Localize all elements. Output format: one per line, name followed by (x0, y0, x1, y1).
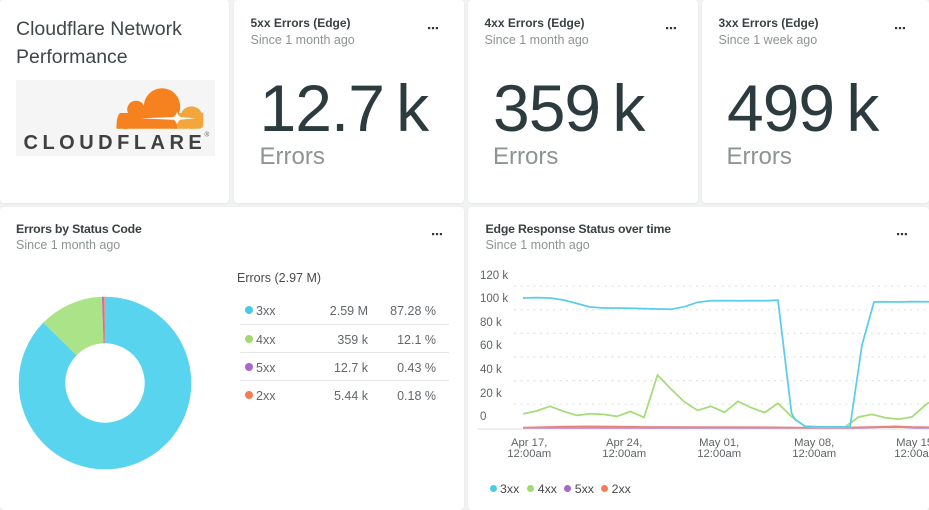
svg-text:CLOUDFLARE: CLOUDFLARE (24, 132, 207, 154)
svg-text:®: ® (205, 131, 210, 139)
